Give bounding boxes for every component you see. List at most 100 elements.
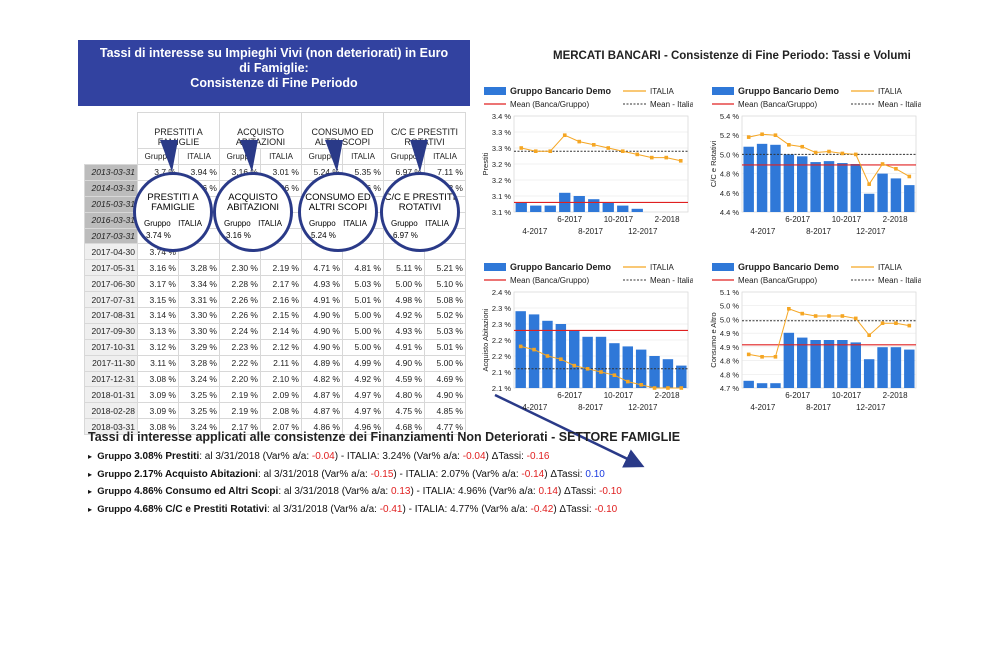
- x-tick-label: 12-2017: [628, 403, 658, 412]
- bar: [555, 324, 567, 388]
- rate-cell: 3.30 %: [178, 322, 220, 340]
- bar: [797, 337, 808, 388]
- var-value: -0.15: [370, 468, 394, 480]
- row-date: 2017-10-31: [84, 338, 138, 356]
- report-banner: Tassi di interesse su Impieghi Vivi (non…: [78, 40, 470, 106]
- rate-cell: 2.12 %: [260, 338, 302, 356]
- y-tick-label: 4.4 %: [720, 208, 740, 217]
- bar: [823, 340, 835, 388]
- table-header-row: PRESTITI A FAMIGLIE ACQUISTO ABITAZIONI …: [85, 112, 466, 149]
- circle-sub-gruppo: Gruppo: [309, 219, 336, 228]
- table-row: 2017-09-30 3.13 % 3.30 % 2.24 % 2.14 % 4.90 %…: [84, 322, 466, 340]
- y-tick-label: 3.3 %: [492, 144, 512, 153]
- x-tick-label: 10-2017: [832, 215, 862, 224]
- rate-cell: 2.23 %: [219, 338, 261, 356]
- x-tick-label: 10-2017: [604, 215, 634, 224]
- italia-point: [620, 149, 625, 153]
- y-tick-label: 2.1 %: [492, 384, 512, 393]
- table-row: 2018-03-31 3.08 % 3.24 % 2.17 % 2.07 % 4.86 %…: [84, 418, 466, 436]
- rate-cell: 3.24 %: [178, 418, 220, 436]
- text: ) ΔTassi:: [544, 468, 586, 480]
- legend-bar-label: Gruppo Bancario Demo: [738, 86, 840, 96]
- italia-point: [867, 333, 871, 337]
- group-label: Gruppo: [97, 503, 135, 515]
- y-tick-label: 3.2 %: [492, 176, 512, 185]
- row-date: 2014-03-31: [84, 179, 138, 197]
- legend-mean-italia-label: Mean - Italia: [650, 100, 693, 109]
- rate-cell: 5.10 %: [424, 275, 466, 293]
- table-row: 2017-07-31 3.15 % 3.31 % 2.26 % 2.16 % 4.91 %…: [84, 291, 466, 309]
- bar: [904, 349, 915, 388]
- italia-point: [773, 355, 778, 359]
- bar: [588, 199, 600, 212]
- delta-value: -0.16: [526, 451, 550, 462]
- y-tick-label: 3.1 %: [492, 208, 512, 217]
- circle-sub-italia: ITALIA: [258, 219, 282, 228]
- rate-cell: 4.91 %: [383, 338, 425, 356]
- bar: [622, 346, 633, 388]
- text: ) ΔTassi:: [553, 503, 595, 515]
- italia-point: [773, 133, 778, 137]
- rate-cell: 4.87 %: [301, 386, 343, 404]
- italia-point: [652, 386, 657, 390]
- legend-mean-group-label: Mean (Banca/Gruppo): [738, 276, 817, 285]
- chart-abitazioni: Gruppo Bancario Demo ITALIA Mean (Banca/Gr…: [481, 262, 693, 412]
- y-tick-label: 4.8 %: [720, 370, 740, 379]
- rate-cell: 4.93 %: [383, 322, 425, 340]
- rate-cell: 3.29 %: [178, 338, 220, 356]
- group-label: Gruppo: [97, 468, 135, 480]
- bar: [631, 208, 643, 212]
- sub-gruppo: Gruppo: [219, 148, 261, 165]
- italia-point: [840, 151, 845, 156]
- rate-cell: 2.19 %: [219, 402, 261, 420]
- y-axis-label: Prestiti: [481, 152, 490, 175]
- bar: [770, 383, 781, 388]
- y-tick-label: 2.2 %: [492, 352, 512, 361]
- bar: [797, 156, 808, 212]
- rate-name: 3.08% Prestiti: [134, 451, 200, 462]
- italia-point: [599, 370, 603, 374]
- summary-title: Tassi di interesse applicati alle consis…: [88, 430, 681, 444]
- circle-sub-gruppo: Gruppo: [391, 219, 418, 228]
- italia-point: [827, 314, 831, 318]
- bar: [649, 356, 660, 388]
- rate-cell: 3.28 %: [178, 259, 220, 277]
- chart-prestiti: Gruppo Bancario Demo ITALIA Mean (Banca/Gr…: [481, 86, 693, 236]
- summary-line: ▸ Gruppo 2.17% Acquisto Abitazioni: al 3…: [88, 469, 605, 480]
- bar: [850, 342, 861, 388]
- rate-cell: 5.00 %: [383, 275, 425, 293]
- legend-bar-swatch: [712, 263, 734, 271]
- x-tick-label: 4-2017: [522, 403, 547, 412]
- italia-point: [606, 146, 611, 150]
- rate-cell: 3.16 %: [137, 259, 179, 277]
- italia-point: [664, 155, 669, 160]
- y-tick-label: 4.7 %: [720, 384, 740, 393]
- italia-point: [867, 182, 871, 186]
- rate-cell: 4.97 %: [342, 402, 384, 420]
- rate-cell: 5.00 %: [342, 307, 384, 324]
- summary-line: ▸ Gruppo 4.68% C/C e Prestiti Rotativi: …: [88, 504, 617, 515]
- bullet-icon: ▸: [88, 469, 95, 479]
- row-date: 2013-03-31: [84, 164, 138, 181]
- rate-cell: 3.28 %: [178, 354, 220, 372]
- legend-bar-swatch: [712, 87, 734, 95]
- var-value: 0.13: [390, 486, 411, 497]
- italia-point: [787, 307, 791, 311]
- legend-mean-group-label: Mean (Banca/Gruppo): [738, 100, 817, 109]
- var-value: 0.14: [538, 486, 558, 497]
- var-value: -0.04: [462, 451, 486, 462]
- bar: [904, 185, 915, 212]
- legend-italia-label: ITALIA: [650, 87, 675, 96]
- rate-cell: 4.69 %: [424, 370, 466, 388]
- zoom-circle-prestiti: PRESTITI A FAMIGLIE Gruppo ITALIA 3.74 %: [133, 172, 213, 252]
- y-tick-label: 2.2 %: [492, 336, 512, 345]
- italia-point: [639, 383, 643, 387]
- bar: [756, 383, 768, 388]
- rate-cell: 4.96 %: [342, 418, 384, 436]
- italia-point: [532, 347, 536, 352]
- rate-cell: 3.24 %: [178, 370, 220, 388]
- x-tick-label: 6-2017: [557, 215, 582, 224]
- delta-value: -0.10: [594, 503, 618, 515]
- x-tick-label: 6-2017: [785, 215, 810, 224]
- x-tick-label: 8-2017: [806, 227, 831, 236]
